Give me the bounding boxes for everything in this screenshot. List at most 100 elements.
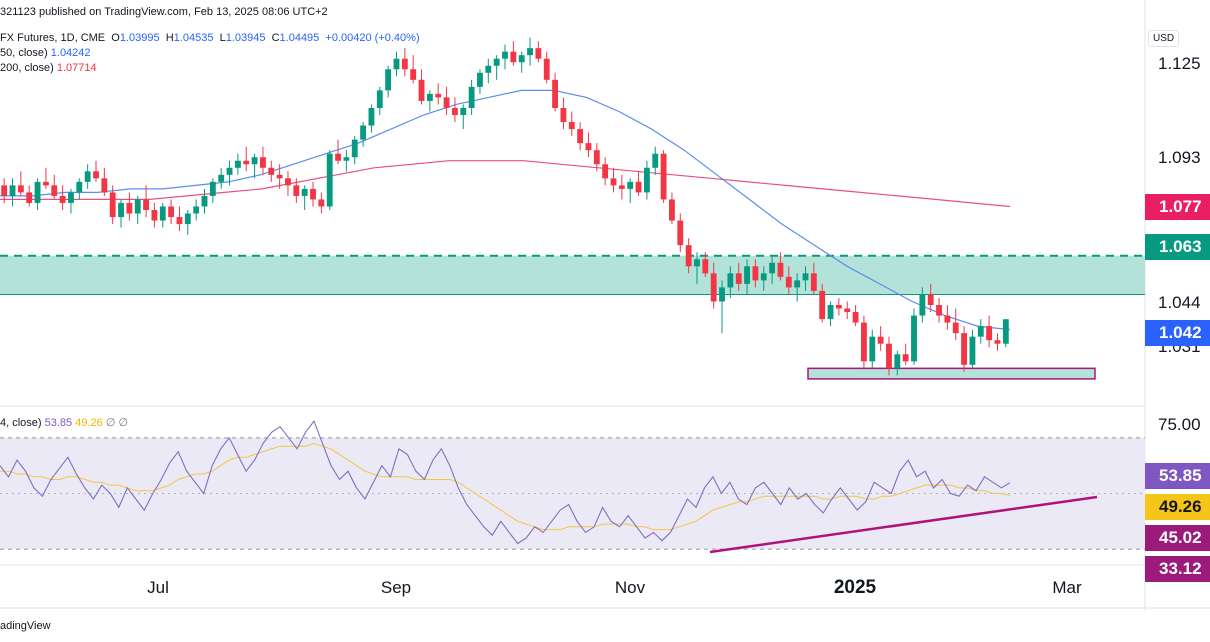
candle xyxy=(201,188,208,214)
candle-body xyxy=(894,354,901,369)
candle-body xyxy=(268,167,275,175)
candle xyxy=(994,333,1001,351)
candle-body xyxy=(510,51,517,63)
candle-body xyxy=(34,181,41,203)
candle-body xyxy=(744,266,750,284)
candle-body xyxy=(351,139,358,158)
rsi-extra-2: ∅ xyxy=(118,417,129,429)
candle-body xyxy=(936,305,942,316)
rsi-ma-line xyxy=(0,442,1011,531)
rsi-ma-path xyxy=(0,442,1011,531)
candle xyxy=(318,192,325,214)
candle-body xyxy=(502,51,508,59)
candle-body xyxy=(318,199,325,207)
candle xyxy=(660,150,667,203)
close-label: C xyxy=(271,32,280,44)
candle xyxy=(794,273,801,302)
candle-body xyxy=(443,97,450,108)
candle-body xyxy=(719,287,725,302)
candle xyxy=(451,97,458,123)
price-tag-2: 1.042 xyxy=(1145,320,1210,346)
price-tick-label: 1.044 xyxy=(1158,293,1201,312)
candle-body xyxy=(51,185,58,196)
rsi-tag-0: 53.85 xyxy=(1145,463,1210,489)
candle xyxy=(643,160,650,200)
candle xyxy=(418,69,425,105)
candle-body xyxy=(835,305,842,309)
candle xyxy=(602,157,609,186)
candle-body xyxy=(418,79,425,101)
time-axis[interactable]: Jul Sep Nov 2025 Mar xyxy=(147,577,1082,598)
candle xyxy=(118,199,124,228)
candle-body xyxy=(17,185,24,193)
candle xyxy=(218,167,225,189)
candle xyxy=(193,199,200,221)
candle xyxy=(368,104,375,133)
candle-body xyxy=(293,185,300,196)
candle xyxy=(401,48,408,77)
candle xyxy=(209,178,216,203)
rsi-tag-1: 49.26 xyxy=(1145,494,1210,520)
price-zones xyxy=(0,254,1145,380)
candle xyxy=(493,55,500,80)
ma200-label: 200, close) xyxy=(0,62,54,74)
open-label: O xyxy=(111,32,120,44)
candle xyxy=(435,83,442,105)
candle xyxy=(84,164,91,189)
candle-body xyxy=(477,72,483,87)
candle-body xyxy=(76,181,83,193)
rsi-legend[interactable]: 4, close) 53.85 49.26 ∅ ∅ xyxy=(0,416,128,429)
candle-body xyxy=(1002,319,1009,344)
candle xyxy=(76,178,83,200)
ma200-legend[interactable]: 200, close) 1.07714 xyxy=(0,62,97,74)
candle xyxy=(685,238,692,274)
ohlc-legend[interactable]: FX Futures, 1D, CME O1.03995 H1.04535 L1… xyxy=(0,32,420,44)
candle-body xyxy=(84,171,91,182)
candle-body xyxy=(435,93,442,98)
publish-info: 321123 published on TradingView.com, Feb… xyxy=(0,6,328,18)
candle xyxy=(293,178,300,203)
candle-body xyxy=(201,195,208,207)
candle xyxy=(468,79,475,115)
candle-body xyxy=(986,326,993,341)
candle xyxy=(268,160,275,182)
high-label: H xyxy=(165,32,174,44)
candle xyxy=(694,252,700,284)
candle xyxy=(560,97,567,130)
candlestick-series xyxy=(1,37,1009,376)
candle-body xyxy=(602,164,609,179)
candle-body xyxy=(368,107,375,126)
candle-body xyxy=(101,178,108,193)
time-tick-label: Jul xyxy=(147,578,169,597)
candle xyxy=(986,315,993,348)
candle-body xyxy=(593,150,600,165)
candle-body xyxy=(42,181,49,186)
candle-body xyxy=(310,188,316,200)
rsi-tag-2: 45.02 xyxy=(1145,525,1210,551)
candle-body xyxy=(760,273,767,281)
ma200-line xyxy=(0,160,1011,208)
ma50-legend[interactable]: 50, close) 1.04242 xyxy=(0,47,91,59)
tradingview-logo[interactable]: adingView xyxy=(0,620,51,632)
candle-body xyxy=(627,181,634,189)
candle-body xyxy=(777,262,784,277)
demand-zone xyxy=(807,367,1096,380)
currency-button[interactable]: USD xyxy=(1148,30,1180,47)
candle xyxy=(26,185,33,207)
candle xyxy=(677,213,684,253)
price-tick-label: 1.125 xyxy=(1158,54,1201,73)
candle-body xyxy=(218,174,225,182)
candle-body xyxy=(710,273,717,302)
candle xyxy=(777,252,784,281)
rsi-trendline[interactable] xyxy=(709,495,1098,554)
candle-body xyxy=(769,262,776,274)
candle-body xyxy=(727,273,734,288)
candle-body xyxy=(109,192,116,218)
candle xyxy=(159,202,166,228)
trendlines[interactable] xyxy=(709,495,1098,554)
candle xyxy=(535,41,542,63)
price-tag-0: 1.077 xyxy=(1145,194,1210,220)
candle-body xyxy=(677,220,684,246)
candle-body xyxy=(560,107,567,123)
